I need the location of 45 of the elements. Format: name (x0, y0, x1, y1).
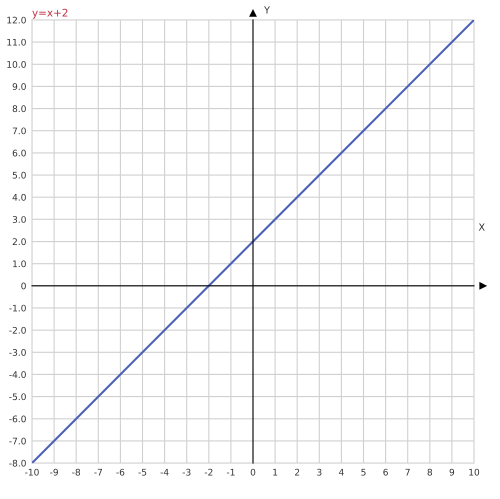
x-tick-label: -7 (94, 468, 102, 476)
y-tick-label: 5.0 (12, 172, 26, 179)
y-tick-label: -6.0 (9, 415, 26, 422)
y-tick-label: -8.0 (9, 460, 26, 467)
x-tick-label: -6 (116, 468, 124, 476)
x-tick-label: 0 (250, 468, 256, 476)
x-tick-label: -4 (160, 468, 169, 476)
y-tick-label: 4.0 (12, 194, 26, 201)
y-tick-label: 10.0 (7, 61, 26, 68)
x-tick-label: -5 (138, 468, 146, 476)
y-tick-label: 8.0 (12, 105, 26, 112)
chart-title: y=x+2 (32, 8, 68, 19)
y-tick-label: 3.0 (12, 216, 26, 223)
y-tick-label: -5.0 (9, 393, 26, 400)
x-tick-label: 5 (361, 468, 366, 476)
y-tick-label: 6.0 (12, 150, 26, 156)
y-tick-label: 1.0 (13, 260, 26, 268)
y-axis-title: Y (264, 6, 270, 14)
x-axis-title: X (478, 224, 485, 231)
y-tick-label: 11.0 (7, 38, 26, 46)
x-tick-label: -3 (182, 468, 190, 476)
x-tick-label: 3 (317, 468, 322, 476)
x-tick-label: 10 (469, 468, 480, 476)
x-tick-label: -9 (50, 468, 58, 476)
y-tick-label: -4.0 (9, 371, 26, 378)
y-tick-label: 12.0 (7, 16, 26, 24)
x-tick-label: 9 (450, 468, 454, 476)
x-tick-label: 2 (294, 468, 300, 476)
y-tick-label: -2.0 (9, 326, 26, 334)
x-tick-label: -1 (226, 468, 235, 476)
x-tick-label: 6 (383, 468, 388, 476)
y-tick-label: -7.0 (9, 438, 26, 444)
y-tick-label: -3.0 (9, 349, 26, 356)
y-tick-label: -1.0 (9, 304, 26, 312)
x-tick-label: 4 (338, 468, 344, 476)
x-tick-label: -2 (204, 468, 212, 476)
y-tick-label: 0 (21, 282, 26, 290)
y-tick-label: 7.0 (12, 127, 26, 134)
x-tick-label: 8 (428, 468, 432, 476)
x-tick-label: -10 (25, 468, 39, 476)
x-tick-label: -8 (72, 468, 80, 476)
y-tick-label: 2.0 (12, 238, 26, 246)
y-tick-label: 9.0 (12, 83, 26, 90)
x-tick-label: 1 (273, 468, 278, 476)
x-tick-label: 7 (406, 468, 410, 476)
